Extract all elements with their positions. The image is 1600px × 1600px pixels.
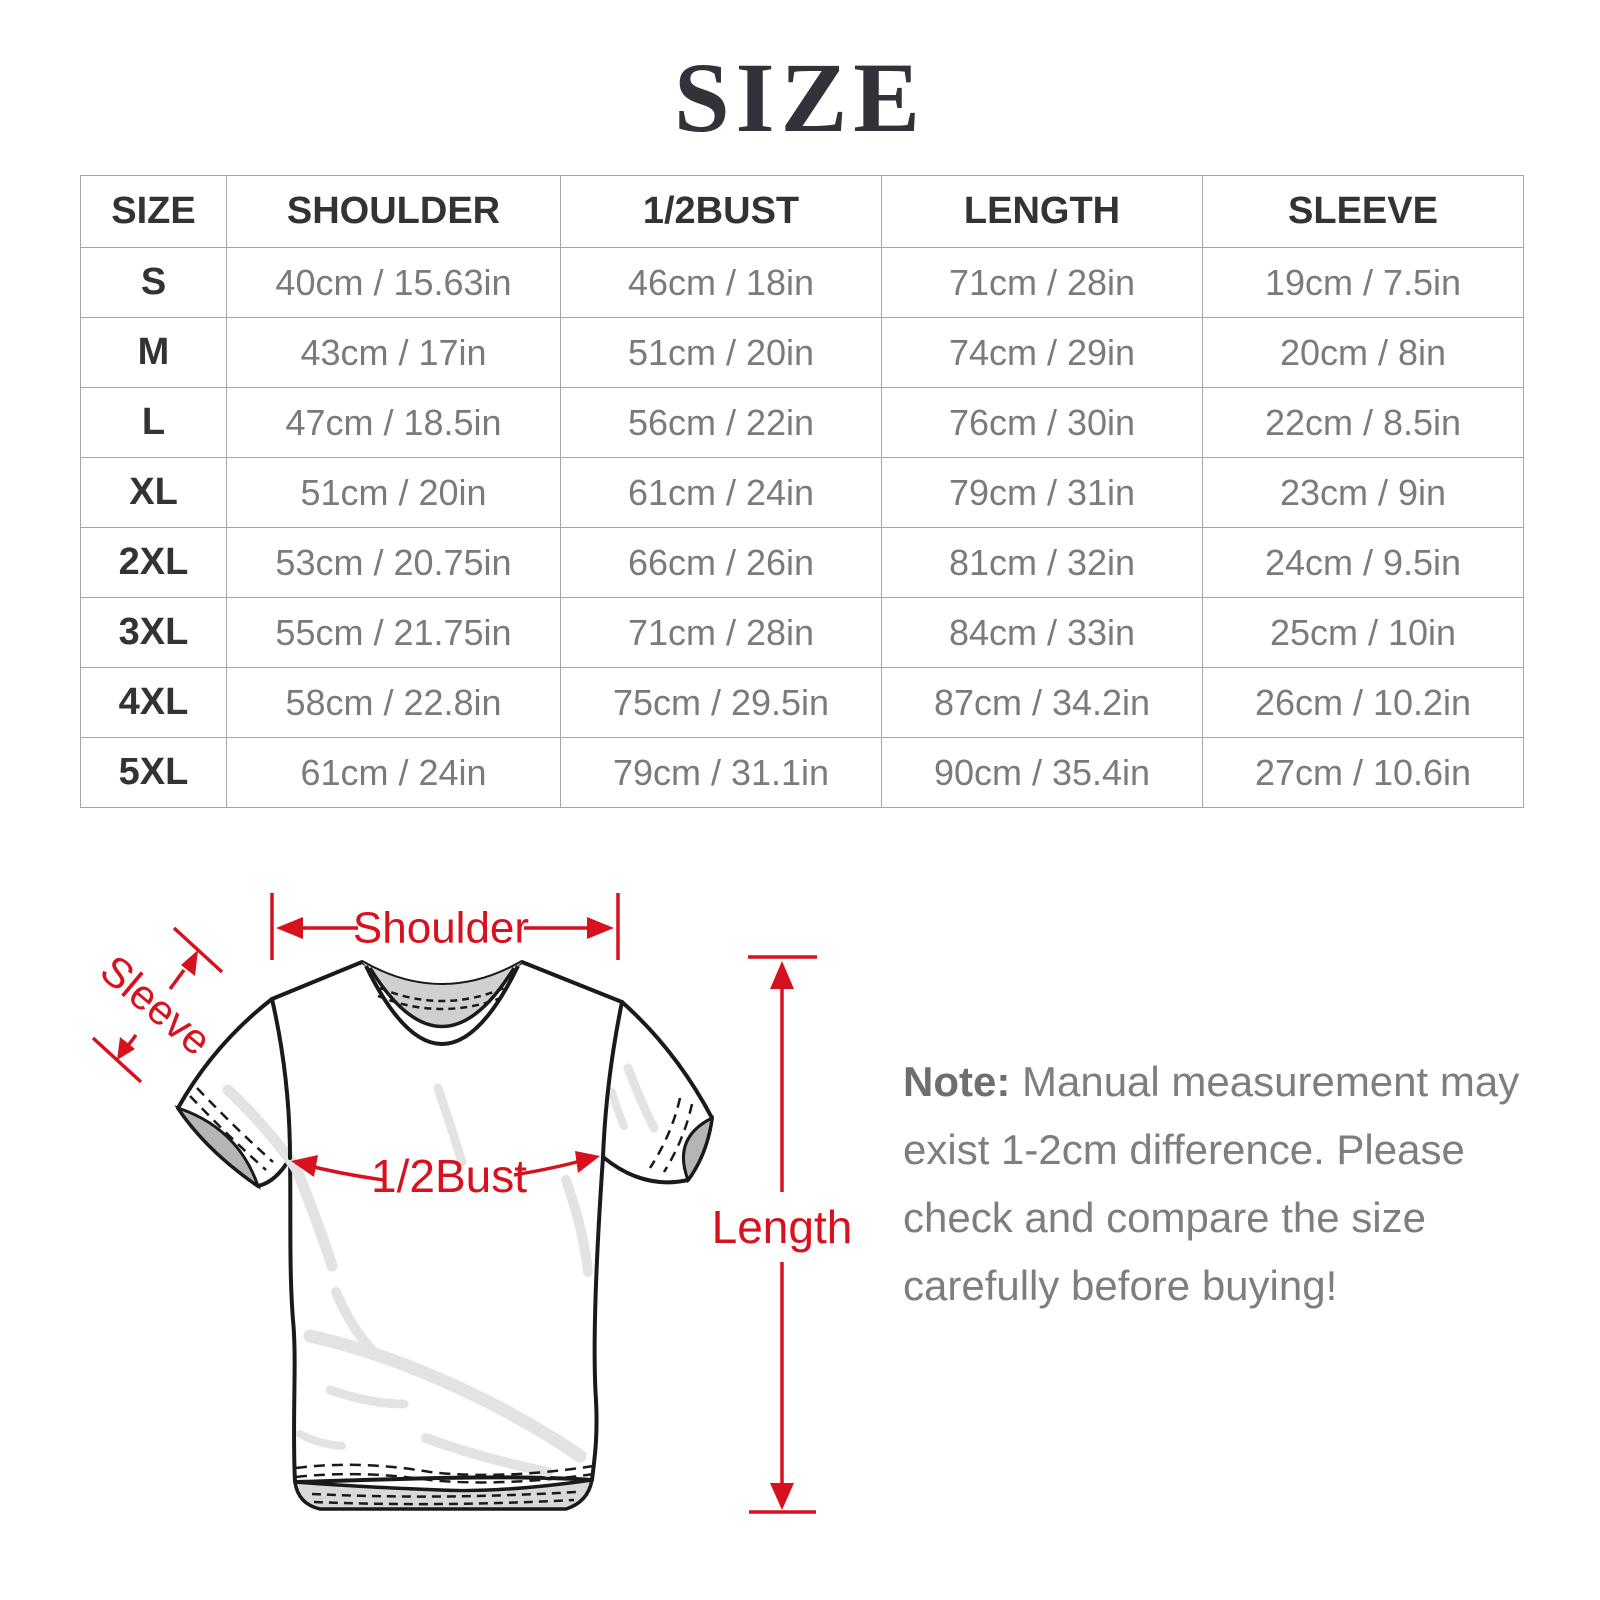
note-line: carefully before buying!	[903, 1262, 1338, 1309]
table-cell: 56cm / 22in	[560, 387, 882, 458]
size-cell: 3XL	[80, 597, 227, 668]
table-cell: 46cm / 18in	[560, 247, 882, 318]
table-row: 2XL 53cm / 20.75in 66cm / 26in 81cm / 32…	[80, 527, 1524, 598]
table-cell: 90cm / 35.4in	[881, 737, 1203, 808]
collar-stitching	[377, 994, 507, 1011]
note-line: Note: Manual measurement may	[903, 1048, 1523, 1116]
table-cell: 84cm / 33in	[881, 597, 1203, 668]
table-cell: 66cm / 26in	[560, 527, 882, 598]
table-cell: 81cm / 32in	[881, 527, 1203, 598]
collar	[362, 962, 522, 1046]
table-cell: 27cm / 10.6in	[1202, 737, 1524, 808]
tshirt-illustration	[174, 960, 714, 1511]
table-row: 4XL 58cm / 22.8in 75cm / 29.5in 87cm / 3…	[80, 667, 1524, 738]
measurement-note: Note: Manual measurement may exist 1-2cm…	[903, 1048, 1523, 1320]
size-cell: 5XL	[80, 737, 227, 808]
left-cuff	[174, 1087, 274, 1190]
table-cell: 19cm / 7.5in	[1202, 247, 1524, 318]
note-text: Manual measurement may	[1010, 1058, 1520, 1105]
table-cell: 51cm / 20in	[560, 317, 882, 388]
size-cell: XL	[80, 457, 227, 528]
right-cuff	[648, 1097, 714, 1184]
collar-stitching	[379, 986, 505, 1003]
header-size: SIZE	[80, 175, 227, 248]
length-annotation: Length	[712, 955, 853, 1514]
table-cell: 40cm / 15.63in	[226, 247, 561, 318]
table-row: M 43cm / 17in 51cm / 20in 74cm / 29in 20…	[80, 317, 1524, 388]
hem-stitching	[295, 1463, 595, 1477]
note-line: exist 1-2cm difference. Please	[903, 1126, 1465, 1173]
sleeve-annotation: Sleeve	[92, 926, 224, 1084]
header-bust: 1/2BUST	[560, 175, 882, 248]
length-label: Length	[712, 1201, 853, 1253]
table-cell: 61cm / 24in	[226, 737, 561, 808]
table-cell: 23cm / 9in	[1202, 457, 1524, 528]
sleeve-label: Sleeve	[92, 946, 221, 1065]
table-cell: 43cm / 17in	[226, 317, 561, 388]
table-cell: 76cm / 30in	[881, 387, 1203, 458]
hem-stitching	[295, 1472, 595, 1484]
table-cell: 51cm / 20in	[226, 457, 561, 528]
left-sleeve-seam	[270, 997, 292, 1160]
table-cell: 22cm / 8.5in	[1202, 387, 1524, 458]
table-cell: 71cm / 28in	[881, 247, 1203, 318]
size-cell: M	[80, 317, 227, 388]
note-line: check and compare the size	[903, 1194, 1426, 1241]
table-row: L 47cm / 18.5in 56cm / 22in 76cm / 30in …	[80, 387, 1524, 458]
table-row: XL 51cm / 20in 61cm / 24in 79cm / 31in 2…	[80, 457, 1524, 528]
table-cell: 61cm / 24in	[560, 457, 882, 528]
table-cell: 26cm / 10.2in	[1202, 667, 1524, 738]
note-prefix: Note:	[903, 1058, 1011, 1105]
shoulder-annotation: Shoulder	[270, 893, 620, 960]
bust-annotation: 1/2Bust	[291, 1150, 600, 1202]
table-header-row: SIZE SHOULDER 1/2BUST LENGTH SLEEVE	[80, 175, 1524, 248]
table-cell: 79cm / 31.1in	[560, 737, 882, 808]
table-cell: 53cm / 20.75in	[226, 527, 561, 598]
table-cell: 74cm / 29in	[881, 317, 1203, 388]
hem-band	[293, 1463, 595, 1511]
table-cell: 71cm / 28in	[560, 597, 882, 668]
table-cell: 75cm / 29.5in	[560, 667, 882, 738]
table-row: 5XL 61cm / 24in 79cm / 31.1in 90cm / 35.…	[80, 737, 1524, 808]
header-sleeve: SLEEVE	[1202, 175, 1524, 248]
table-row: 3XL 55cm / 21.75in 71cm / 28in 84cm / 33…	[80, 597, 1524, 668]
table-cell: 25cm / 10in	[1202, 597, 1524, 668]
table-cell: 58cm / 22.8in	[226, 667, 561, 738]
page-title: SIZE	[674, 42, 926, 153]
right-sleeve-seam	[601, 1000, 624, 1159]
table-row: S 40cm / 15.63in 46cm / 18in 71cm / 28in…	[80, 247, 1524, 318]
shoulder-label: Shoulder	[353, 904, 529, 953]
table-cell: 20cm / 8in	[1202, 317, 1524, 388]
header-length: LENGTH	[881, 175, 1203, 248]
size-cell: 4XL	[80, 667, 227, 738]
table-cell: 55cm / 21.75in	[226, 597, 561, 668]
table-cell: 24cm / 9.5in	[1202, 527, 1524, 598]
size-cell: S	[80, 247, 227, 318]
bust-label: 1/2Bust	[371, 1150, 527, 1202]
size-cell: L	[80, 387, 227, 458]
size-table: SIZE SHOULDER 1/2BUST LENGTH SLEEVE S 40…	[80, 175, 1524, 808]
wrinkle-lines	[222, 1063, 659, 1477]
